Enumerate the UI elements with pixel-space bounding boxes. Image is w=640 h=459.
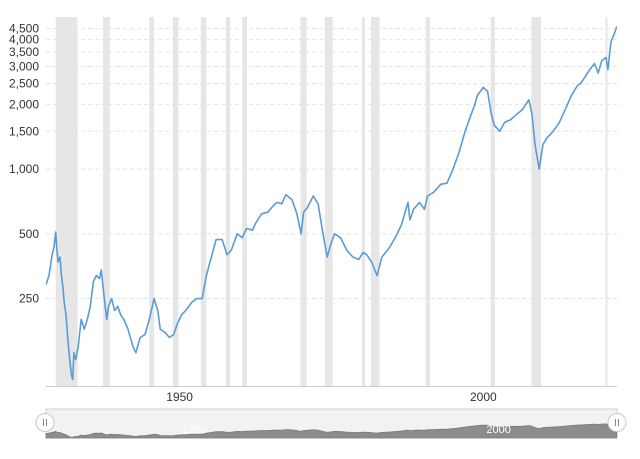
navigator-label: 1950 (183, 424, 207, 436)
x-tick-label: 2000 (470, 390, 497, 404)
x-tick-label: 1950 (166, 390, 193, 404)
recession-band (605, 17, 608, 386)
recession-band (324, 17, 333, 386)
navigator-handle-left[interactable] (35, 413, 55, 432)
handle-circle (607, 413, 627, 432)
handle-circle (35, 413, 55, 432)
recession-band (149, 17, 155, 386)
recession-band (103, 17, 110, 386)
y-tick-label: 4,500 (9, 22, 39, 36)
recession-band (242, 17, 248, 386)
y-tick-label: 3,500 (9, 45, 39, 59)
y-tick-label: 1,000 (9, 162, 39, 176)
recession-band (300, 17, 307, 386)
recession-band (200, 17, 207, 386)
navigator: 1950 2000 (35, 408, 627, 439)
y-tick-label: 1,500 (9, 124, 39, 138)
recession-band (425, 17, 430, 386)
recession-band (370, 17, 380, 386)
plot-area: 250 500 1,000 1,500 2,000 2,500 3,0003,5004,00… (9, 17, 617, 404)
recession-band (531, 17, 542, 386)
recession-band (361, 17, 365, 386)
navigator-handle-right[interactable] (607, 413, 627, 432)
navigator-label: 2000 (486, 424, 510, 436)
y-tick-label: 3,000 (9, 60, 39, 74)
navigator-area (45, 422, 618, 439)
recession-band (55, 17, 78, 386)
y-tick-label: 250 (19, 292, 39, 306)
recession-band (172, 17, 179, 386)
y-tick-label: 4,000 (9, 33, 39, 47)
y-tick-label: 500 (19, 227, 39, 241)
recession-band (490, 17, 495, 386)
recession-band (225, 17, 231, 386)
series-line (46, 26, 617, 381)
y-tick-label: 2,000 (9, 97, 39, 111)
y-tick-label: 2,500 (9, 77, 39, 91)
